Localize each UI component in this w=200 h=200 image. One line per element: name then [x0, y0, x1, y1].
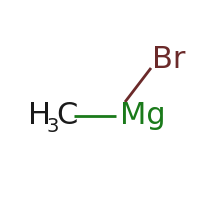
Text: C: C [56, 102, 77, 130]
Text: Br: Br [152, 46, 186, 74]
Text: H: H [28, 102, 51, 130]
Text: Mg: Mg [120, 102, 166, 130]
Text: 3: 3 [47, 117, 59, 136]
